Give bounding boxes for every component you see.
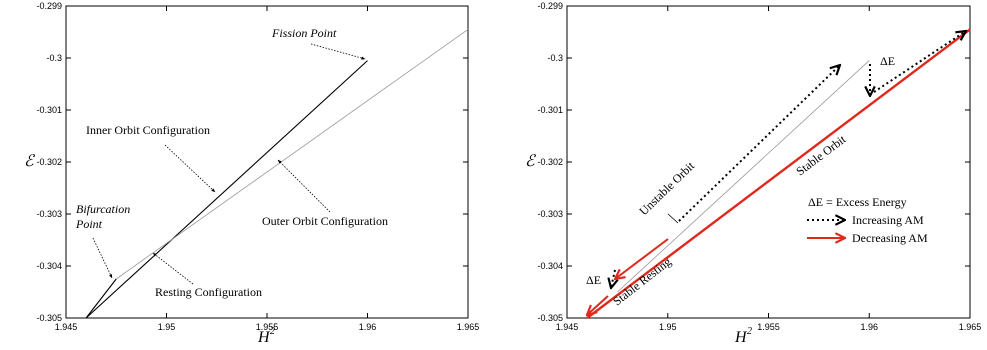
axis-ticks-right: 1.945 1.95 1.955 1.96 1.965 -0.299 -0.3 -0.301 -…	[537, 1, 981, 332]
annotation-de-top: ΔE	[880, 54, 895, 68]
annotation-bifurcation-pointer	[92, 237, 113, 279]
annotation-de-bottom: ΔE	[586, 273, 601, 287]
annotation-resting-pointer	[152, 252, 194, 285]
legend-title: ΔE = Excess Energy	[808, 195, 907, 209]
x-tick-label-right: 1.95	[659, 322, 677, 332]
x-tick-label-left: 1.945	[55, 322, 78, 332]
y-tick-label-left: -0.3	[46, 53, 62, 63]
arrow-de-bottom	[611, 269, 615, 288]
annotation-fission-pointer	[310, 43, 366, 60]
x-tick-label-left: 1.965	[457, 322, 480, 332]
y-tick-label-right: -0.303	[537, 209, 563, 219]
x-tick-label-right: 1.955	[757, 322, 780, 332]
arrow-decreasing-2	[587, 295, 609, 315]
x-tick-label-right: 1.96	[860, 322, 878, 332]
x-tick-label-left: 1.96	[359, 322, 377, 332]
series-line-outer-lower	[85, 278, 117, 319]
annotation-bifurcation-line2: Point	[75, 217, 103, 231]
plot-frame-left	[65, 5, 469, 319]
series-line-stable	[586, 28, 971, 319]
series-line-inner	[85, 60, 368, 319]
series-line-outer	[115, 29, 469, 280]
chart-left: 1.945 1.95 1.955 1.96 1.965 -0.299 -0.3 -0.301 -…	[24, 1, 479, 346]
annotation-resting: Resting Configuration	[155, 285, 262, 299]
arrow-decreasing-1	[615, 238, 669, 279]
y-tick-label-right: -0.304	[537, 261, 563, 271]
xlabel-right-sup: 2	[747, 326, 752, 337]
annotation-outer-pointer	[277, 159, 331, 213]
arrow-increasing-stable	[873, 31, 966, 93]
annotation-unstable-pointer	[667, 213, 679, 224]
plot-frame-right	[566, 5, 971, 319]
annotation-bifurcation-line1: Bifurcation	[76, 202, 130, 216]
y-tick-label-left: -0.304	[36, 261, 62, 271]
xlabel-left-base: H	[257, 329, 271, 346]
annotation-unstable-orbit: Unstable Orbit	[636, 158, 697, 218]
legend: ΔE = Excess Energy Increasing AM Decreas…	[807, 195, 928, 245]
x-tick-label-left: 1.955	[256, 322, 279, 332]
annotation-inner-orbit: Inner Orbit Configuration	[86, 123, 210, 137]
xlabel-right-base: H	[734, 329, 748, 346]
series-left	[85, 29, 469, 319]
y-tick-label-left: -0.303	[36, 209, 62, 219]
ylabel-right: ℰ	[525, 153, 537, 170]
y-tick-label-right: -0.302	[537, 157, 563, 167]
y-tick-label-left: -0.305	[36, 313, 62, 323]
xlabel-right: H 2	[734, 326, 752, 346]
y-tick-label-right: -0.305	[537, 313, 563, 323]
arrow-increasing-unstable	[678, 65, 840, 222]
y-tick-label-left: -0.301	[36, 105, 62, 115]
legend-label-decreasing: Decreasing AM	[852, 231, 928, 245]
xlabel-left-sup: 2	[270, 326, 275, 337]
y-tick-label-left: -0.299	[36, 1, 62, 11]
series-line-unstable	[617, 60, 870, 293]
ylabel-left: ℰ	[24, 153, 36, 170]
y-tick-label-right: -0.301	[537, 105, 563, 115]
x-tick-label-right: 1.965	[959, 322, 982, 332]
y-tick-label-right: -0.299	[537, 1, 563, 11]
annotation-inner-pointer	[164, 144, 216, 193]
axis-ticks-left: 1.945 1.95 1.955 1.96 1.965 -0.299 -0.3 -0.301 -…	[36, 1, 479, 332]
annotation-fission-point: Fission Point	[271, 26, 337, 40]
xlabel-left: H 2	[257, 326, 275, 346]
annotation-stable-resting: Stable Resting	[610, 254, 674, 308]
chart-right: 1.945 1.95 1.955 1.96 1.965 -0.299 -0.3 -0.301 -…	[525, 1, 981, 346]
y-tick-label-right: -0.3	[547, 53, 563, 63]
series-right	[586, 28, 971, 319]
annotation-outer-orbit: Outer Orbit Configuration	[262, 214, 388, 228]
legend-label-increasing: Increasing AM	[852, 213, 924, 227]
x-tick-label-right: 1.945	[556, 322, 579, 332]
y-tick-label-left: -0.302	[36, 157, 62, 167]
x-tick-label-left: 1.95	[158, 322, 176, 332]
